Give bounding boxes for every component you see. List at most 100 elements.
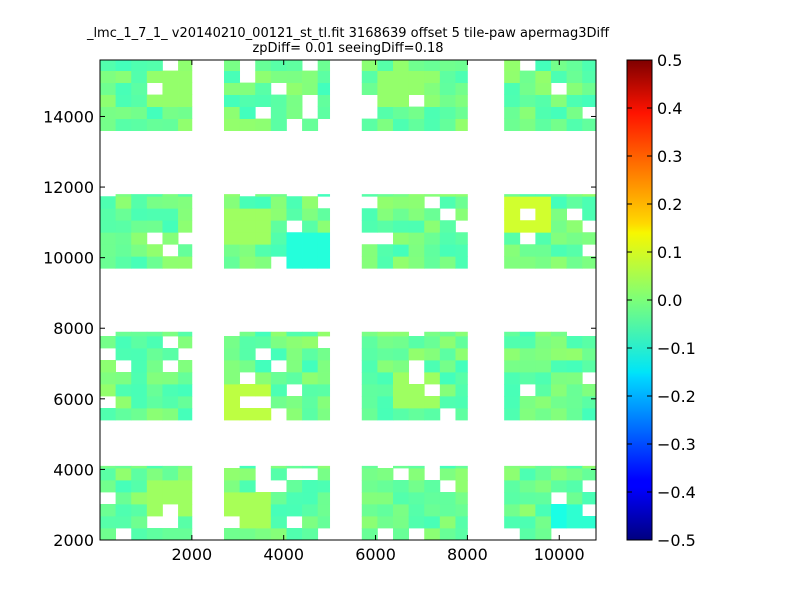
heatmap-cell-85 xyxy=(377,492,394,505)
heatmap-cell-34 xyxy=(178,480,193,493)
heatmap-cell-479 xyxy=(550,256,567,269)
heatmap-cell-485 xyxy=(550,194,567,197)
heatmap-cell-55 xyxy=(270,504,287,517)
heatmap-cell-545 xyxy=(255,60,272,71)
heatmap-cell-551 xyxy=(286,106,303,119)
heatmap-cell-480 xyxy=(550,244,567,257)
heatmap-cell-348 xyxy=(115,194,132,197)
heatmap-cell-519 xyxy=(146,60,163,71)
heatmap-cell-372 xyxy=(178,196,193,209)
heatmap-cell-60 xyxy=(286,504,303,517)
heatmap-cell-332 xyxy=(582,384,596,397)
heatmap-cell-56 xyxy=(270,492,287,505)
heatmap-cell-39 xyxy=(224,492,241,505)
heatmap-cell-580 xyxy=(408,118,425,131)
heatmap-cell-82 xyxy=(361,465,378,469)
colorbar-axis: 0.5 0.4 0.3 0.2 0.1 0.0 −0.1 −0.2 −0.3 −0.4 −0.5 xyxy=(627,51,696,550)
heatmap-cell-467 xyxy=(519,256,536,269)
heatmap-cell-208 xyxy=(255,384,272,397)
heatmap-cell-173 xyxy=(146,408,163,421)
heatmap-cell-518 xyxy=(146,70,163,83)
heatmap-cell-33 xyxy=(178,492,193,505)
colorbar-tick-label-3: 0.2 xyxy=(657,195,682,214)
heatmap-cell-179 xyxy=(146,336,163,349)
heatmap-cell-264 xyxy=(393,331,410,337)
heatmap-cell-302 xyxy=(519,372,536,385)
heatmap-cell-169 xyxy=(131,360,148,373)
heatmap-cell-161 xyxy=(115,372,132,385)
heatmap-cell-541 xyxy=(255,118,272,131)
heatmap-cell-51 xyxy=(255,504,272,517)
heatmap-cell-394 xyxy=(270,244,287,257)
heatmap-cell-597 xyxy=(455,118,468,131)
heatmap-cell-145 xyxy=(566,492,583,505)
heatmap-cell-118 xyxy=(504,516,521,529)
heatmap-cell-255 xyxy=(377,336,394,349)
heatmap-cell-80 xyxy=(361,480,378,493)
heatmap-cell-400 xyxy=(286,256,303,269)
heatmap-cell-154 xyxy=(100,384,117,397)
heatmap-cell-559 xyxy=(317,106,331,119)
heatmap-cell-584 xyxy=(408,60,425,71)
heatmap-cell-352 xyxy=(131,220,148,233)
heatmap-cell-263 xyxy=(393,336,410,349)
heatmap-cell-229 xyxy=(302,372,319,385)
heatmap-cell-262 xyxy=(393,348,410,361)
heatmap-cell-90 xyxy=(393,504,410,517)
heatmap-cell-282 xyxy=(439,336,456,349)
heatmap-cell-436 xyxy=(408,244,425,257)
heatmap-cell-331 xyxy=(582,396,596,409)
heatmap-cell-345 xyxy=(115,220,132,233)
heatmap-cell-241 xyxy=(361,408,378,421)
heatmap-cell-454 xyxy=(455,256,468,269)
heatmap-cell-86 xyxy=(377,480,394,493)
heatmap-cell-119 xyxy=(504,504,521,517)
heatmap-cell-602 xyxy=(455,60,468,71)
heatmap-cell-138 xyxy=(550,516,567,529)
heatmap-cell-611 xyxy=(519,94,536,107)
heatmap-cell-61 xyxy=(286,492,303,505)
heatmap-cell-536 xyxy=(224,60,241,71)
heatmap-cell-509 xyxy=(131,118,148,131)
heatmap-cell-488 xyxy=(566,232,583,245)
heatmap-cell-381 xyxy=(239,256,256,269)
heatmap-cell-538 xyxy=(239,106,256,119)
heatmap-cell-117 xyxy=(455,465,468,469)
heatmap-cell-356 xyxy=(146,256,163,269)
heatmap-cell-81 xyxy=(361,468,378,481)
heatmap-cell-455 xyxy=(455,244,468,257)
heatmap-cell-441 xyxy=(408,194,425,197)
y-tick-label-8000: 8000 xyxy=(53,319,94,338)
heatmap-cell-572 xyxy=(377,70,394,83)
heatmap-cell-311 xyxy=(535,360,552,373)
heatmap-cell-569 xyxy=(377,106,394,119)
heatmap-cell-128 xyxy=(519,480,536,493)
x-tick-label-6000: 6000 xyxy=(355,545,396,564)
heatmap-cell-582 xyxy=(408,82,425,95)
heatmap-cell-457 xyxy=(455,208,468,221)
heatmap-cell-158 xyxy=(115,408,132,421)
heatmap-cell-79 xyxy=(361,492,378,505)
heatmap-cell-433 xyxy=(393,196,410,209)
heatmap-cell-251 xyxy=(377,384,394,397)
colorbar-tick-label-1: 0.4 xyxy=(657,99,682,118)
heatmap-cell-114 xyxy=(455,492,468,505)
heatmap-cell-579 xyxy=(393,60,410,71)
heatmap-cell-243 xyxy=(361,384,378,397)
heatmap-cell-174 xyxy=(146,396,163,409)
heatmap-cell-613 xyxy=(519,70,536,83)
heatmap-cell-212 xyxy=(255,331,272,337)
heatmap-cell-16 xyxy=(131,480,148,493)
heatmap-cell-213 xyxy=(270,396,287,409)
colorbar-tick-label-5: 0.0 xyxy=(657,291,682,310)
colorbar-tick-label-10: −0.5 xyxy=(657,531,696,550)
heatmap-cell-410 xyxy=(302,196,319,209)
heatmap-cell-620 xyxy=(550,118,567,131)
y-tick-label-14000: 14000 xyxy=(43,107,94,126)
heatmap-cell-604 xyxy=(504,106,521,119)
heatmap-cell-514 xyxy=(131,60,148,71)
x-tick-label-2000: 2000 xyxy=(171,545,212,564)
heatmap-cell-431 xyxy=(393,220,410,233)
heatmap-cell-19 xyxy=(146,528,163,540)
heatmap-cell-526 xyxy=(178,106,193,119)
